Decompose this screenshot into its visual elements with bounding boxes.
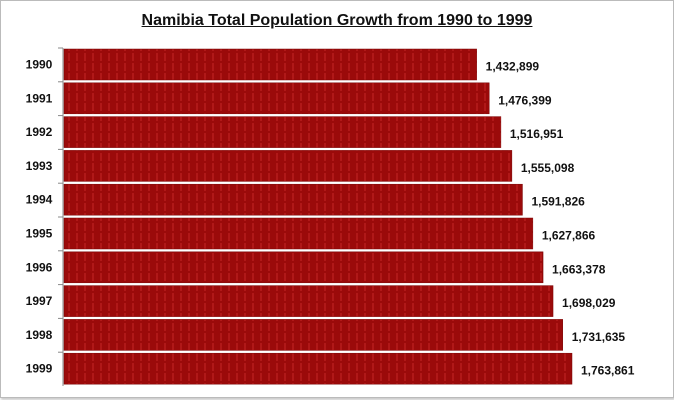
y-tick-label: 1999 bbox=[26, 362, 53, 376]
data-label: 1,763,861 bbox=[581, 364, 635, 378]
chart-title: Namibia Total Population Growth from 199… bbox=[141, 12, 533, 29]
data-label: 1,591,826 bbox=[531, 195, 585, 209]
y-tick-label: 1996 bbox=[26, 260, 53, 274]
bar-1990 bbox=[63, 48, 477, 81]
data-label: 1,555,098 bbox=[521, 161, 575, 175]
bar-1996 bbox=[63, 251, 544, 284]
y-tick-label: 1998 bbox=[26, 328, 53, 342]
y-tick-label: 1993 bbox=[26, 159, 53, 173]
data-label: 1,476,399 bbox=[498, 93, 552, 107]
bar-1992 bbox=[63, 116, 502, 148]
data-label: 1,432,899 bbox=[486, 60, 540, 74]
y-tick-label: 1997 bbox=[26, 294, 53, 308]
bar-1993 bbox=[63, 150, 513, 182]
data-label: 1,627,866 bbox=[542, 229, 596, 243]
data-label: 1,663,378 bbox=[552, 262, 606, 276]
y-tick-label: 1990 bbox=[26, 58, 53, 72]
bar-1995 bbox=[63, 217, 534, 250]
bar-1994 bbox=[63, 183, 523, 216]
y-tick-label: 1991 bbox=[26, 91, 53, 105]
data-label: 1,698,029 bbox=[562, 296, 616, 310]
bar-1998 bbox=[63, 319, 563, 351]
data-label: 1,731,635 bbox=[572, 330, 626, 344]
y-tick-label: 1995 bbox=[26, 227, 53, 241]
bar-1991 bbox=[63, 82, 490, 115]
y-tick-label: 1992 bbox=[26, 125, 53, 139]
y-tick-label: 1994 bbox=[26, 193, 53, 207]
bar-1997 bbox=[63, 285, 554, 317]
bar-1999 bbox=[63, 352, 573, 385]
data-label: 1,516,951 bbox=[510, 127, 564, 141]
